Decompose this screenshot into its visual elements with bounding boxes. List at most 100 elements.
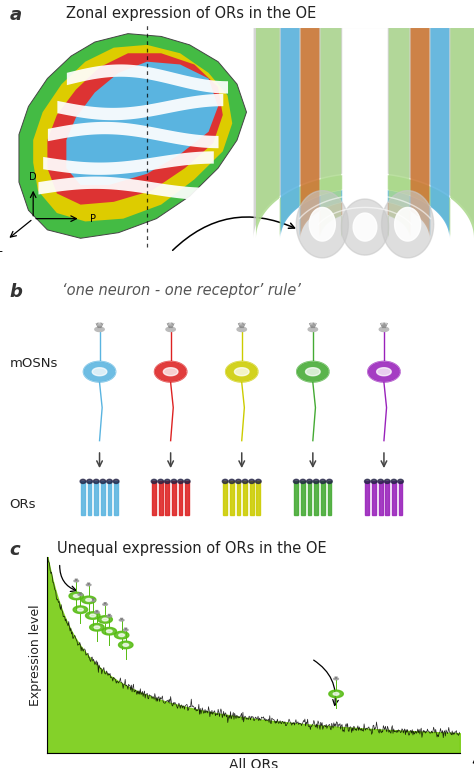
Polygon shape [301,28,429,238]
Polygon shape [395,207,420,241]
Polygon shape [85,612,100,619]
Polygon shape [113,479,119,484]
Polygon shape [95,327,104,332]
Polygon shape [293,479,299,484]
Polygon shape [230,482,234,515]
Polygon shape [313,479,319,484]
Polygon shape [236,479,241,484]
Polygon shape [103,604,108,605]
Polygon shape [333,693,339,695]
Polygon shape [107,479,112,484]
Polygon shape [151,479,157,484]
Polygon shape [69,592,83,600]
Polygon shape [392,482,396,515]
Polygon shape [86,598,91,601]
Polygon shape [73,594,79,598]
Polygon shape [74,580,79,582]
Polygon shape [254,28,474,238]
Text: mOSNs: mOSNs [9,357,58,370]
Polygon shape [123,629,128,631]
Polygon shape [179,482,182,515]
Polygon shape [314,482,318,515]
Polygon shape [178,479,183,484]
Text: c: c [9,541,20,559]
Text: b: b [9,283,22,301]
Polygon shape [114,482,118,515]
Polygon shape [250,482,254,515]
Polygon shape [353,213,377,241]
Polygon shape [372,482,376,515]
Text: a: a [9,5,22,24]
Polygon shape [235,368,249,376]
Polygon shape [94,482,98,515]
Polygon shape [308,327,318,332]
Polygon shape [222,479,228,484]
Polygon shape [107,615,112,617]
Polygon shape [297,362,329,382]
Polygon shape [102,618,108,621]
Polygon shape [391,479,397,484]
Polygon shape [171,479,177,484]
Polygon shape [328,482,331,515]
Polygon shape [94,611,99,613]
Polygon shape [19,34,246,238]
Polygon shape [379,327,389,332]
Polygon shape [256,28,474,238]
Polygon shape [47,53,223,204]
Polygon shape [310,207,336,241]
Polygon shape [94,626,100,629]
Polygon shape [294,482,298,515]
Polygon shape [242,479,248,484]
Polygon shape [382,190,434,258]
Y-axis label: Expression level: Expression level [29,604,42,706]
Polygon shape [66,61,218,185]
Polygon shape [90,614,96,617]
Polygon shape [378,479,383,484]
Polygon shape [118,641,133,649]
Polygon shape [300,479,306,484]
Text: D: D [29,172,37,182]
Text: Unequal expression of ORs in the OE: Unequal expression of ORs in the OE [57,541,327,557]
Polygon shape [101,482,105,515]
Polygon shape [92,368,107,376]
Polygon shape [320,28,410,238]
Text: L: L [0,244,2,254]
Polygon shape [237,327,246,332]
Polygon shape [223,482,227,515]
Polygon shape [327,479,332,484]
Polygon shape [119,634,125,637]
Polygon shape [321,482,325,515]
Text: ORs: ORs [9,498,36,511]
Polygon shape [83,362,116,382]
Polygon shape [119,619,124,621]
Polygon shape [365,482,369,515]
Polygon shape [341,199,389,255]
Polygon shape [73,606,88,614]
Polygon shape [307,479,312,484]
Polygon shape [166,327,175,332]
Polygon shape [114,631,129,639]
Polygon shape [226,362,258,382]
Polygon shape [98,616,112,623]
Text: P: P [90,214,96,223]
Polygon shape [165,482,169,515]
Polygon shape [385,482,389,515]
Polygon shape [379,482,383,515]
Polygon shape [308,482,311,515]
Polygon shape [152,482,156,515]
Text: ‘one neuron - one receptor’ rule’: ‘one neuron - one receptor’ rule’ [62,283,301,298]
Polygon shape [185,482,189,515]
Polygon shape [377,368,391,376]
Polygon shape [301,482,305,515]
Polygon shape [82,596,96,604]
X-axis label: All ORs: All ORs [229,758,278,768]
Polygon shape [86,584,91,586]
Polygon shape [102,627,117,635]
Polygon shape [90,624,104,631]
Polygon shape [256,482,260,515]
Polygon shape [398,479,403,484]
Polygon shape [329,690,343,697]
Polygon shape [399,482,402,515]
Polygon shape [159,482,163,515]
Polygon shape [320,479,326,484]
